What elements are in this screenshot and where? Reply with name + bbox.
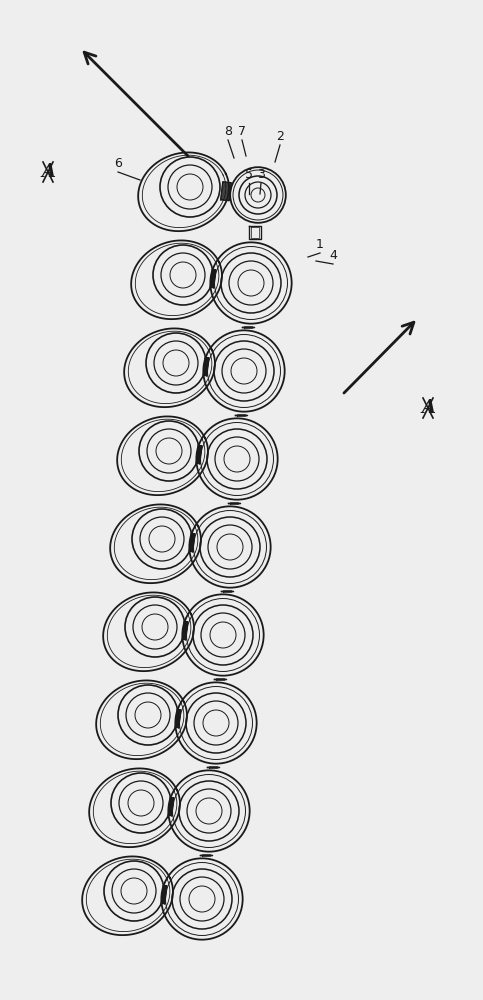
Text: 4: 4 [329, 249, 337, 262]
Text: 8: 8 [224, 125, 232, 138]
Text: 1: 1 [316, 238, 324, 251]
Text: 6: 6 [114, 157, 122, 170]
Text: 2: 2 [276, 130, 284, 143]
Text: A: A [421, 399, 435, 417]
Text: 7: 7 [238, 125, 246, 138]
Text: 3: 3 [257, 168, 265, 181]
Text: A: A [41, 163, 55, 181]
Text: 5: 5 [245, 168, 253, 181]
